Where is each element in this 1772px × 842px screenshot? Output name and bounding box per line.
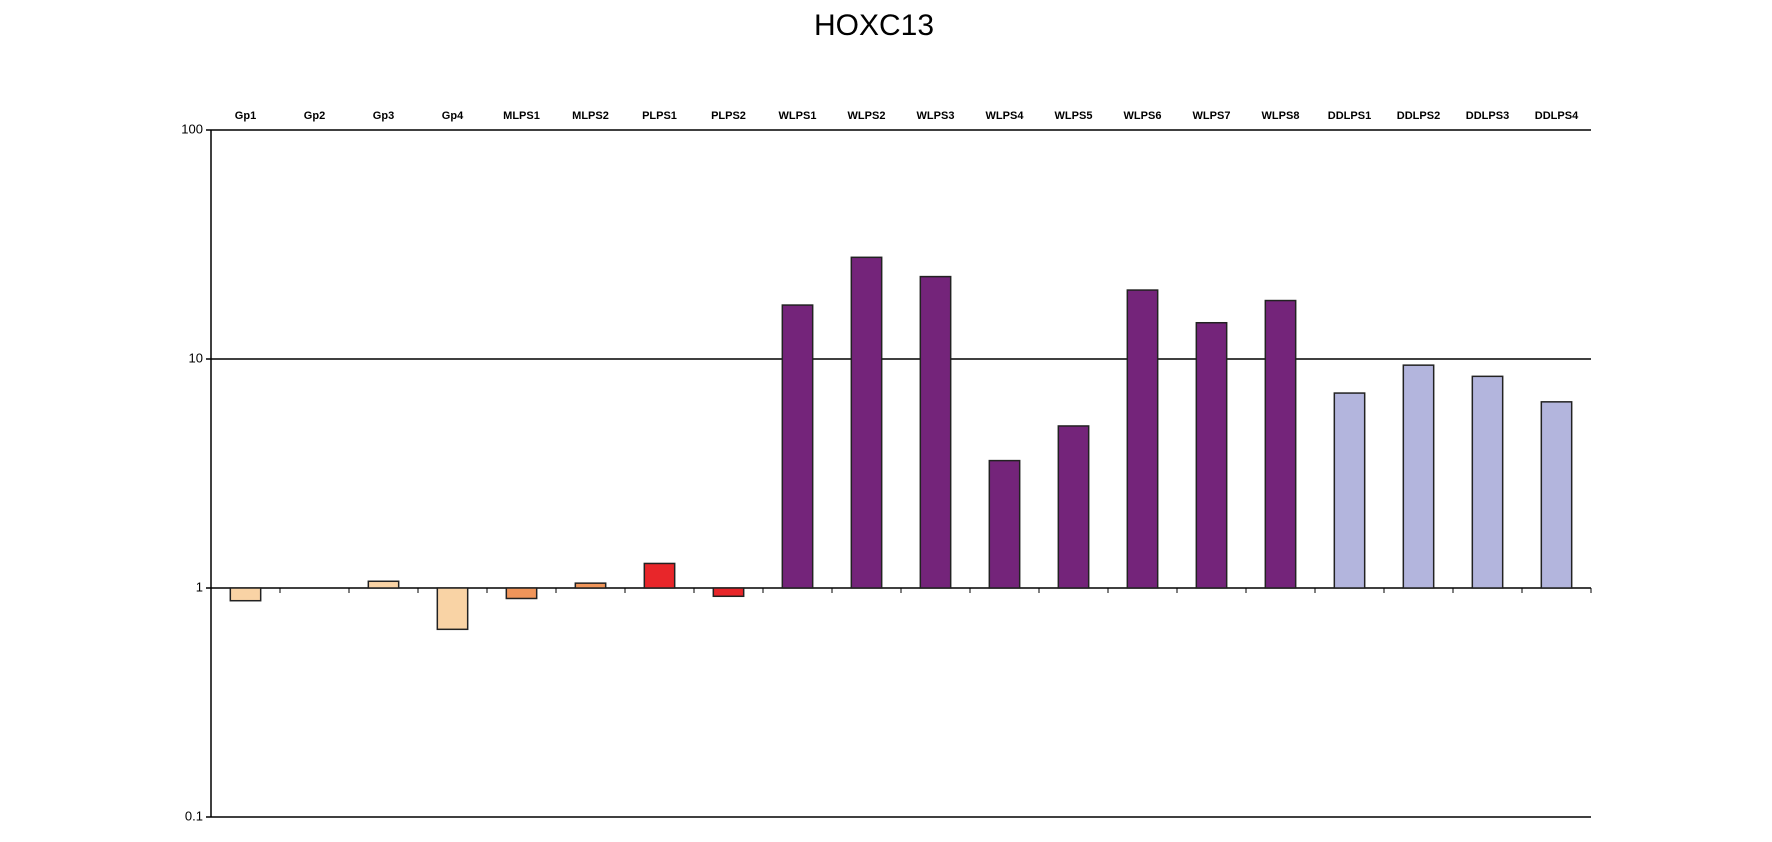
x-tick-label: DDLPS3: [1466, 110, 1509, 122]
y-tick-label: 10: [189, 350, 203, 365]
x-tick-label: PLPS2: [711, 110, 746, 122]
bar: [1540, 401, 1573, 589]
bar: [1333, 392, 1366, 589]
y-tick-label: 0.1: [185, 808, 203, 823]
x-tick-label: MLPS1: [503, 110, 540, 122]
bar: [1264, 299, 1297, 589]
x-tick-label: WLPS8: [1262, 110, 1300, 122]
bar: [574, 582, 607, 589]
bar: [1126, 289, 1159, 589]
bar: [229, 587, 262, 602]
bar: [712, 587, 745, 598]
bar: [367, 580, 400, 589]
x-tick-label: DDLPS2: [1397, 110, 1440, 122]
x-tick-label: Gp4: [442, 110, 464, 122]
x-tick-label: Gp3: [373, 110, 394, 122]
y-tick-label: 1: [196, 579, 203, 594]
bar: [1402, 364, 1435, 589]
bar: [1471, 375, 1504, 589]
x-tick-label: Gp2: [304, 110, 325, 122]
bar: [781, 304, 814, 589]
bar: [919, 275, 952, 589]
x-tick-label: PLPS1: [642, 110, 677, 122]
x-tick-label: WLPS2: [848, 110, 886, 122]
x-tick-label: WLPS7: [1193, 110, 1231, 122]
bar: [1195, 321, 1228, 589]
bar: [505, 587, 538, 600]
x-tick-label: DDLPS1: [1328, 110, 1371, 122]
bar: [1057, 425, 1090, 589]
bar: [643, 562, 676, 589]
x-tick-label: WLPS3: [917, 110, 955, 122]
y-tick-label: 100: [181, 121, 203, 136]
x-tick-label: Gp1: [235, 110, 256, 122]
x-tick-label: WLPS6: [1124, 110, 1162, 122]
x-tick-label: DDLPS4: [1535, 110, 1579, 122]
x-tick-label: WLPS5: [1055, 110, 1093, 122]
bar: [436, 587, 469, 631]
bar: [988, 459, 1021, 589]
x-tick-label: MLPS2: [572, 110, 609, 122]
bar: [850, 256, 883, 589]
x-tick-label: WLPS1: [779, 110, 817, 122]
chart-title: HOXC13: [814, 9, 934, 42]
x-tick-label: WLPS4: [986, 110, 1025, 122]
